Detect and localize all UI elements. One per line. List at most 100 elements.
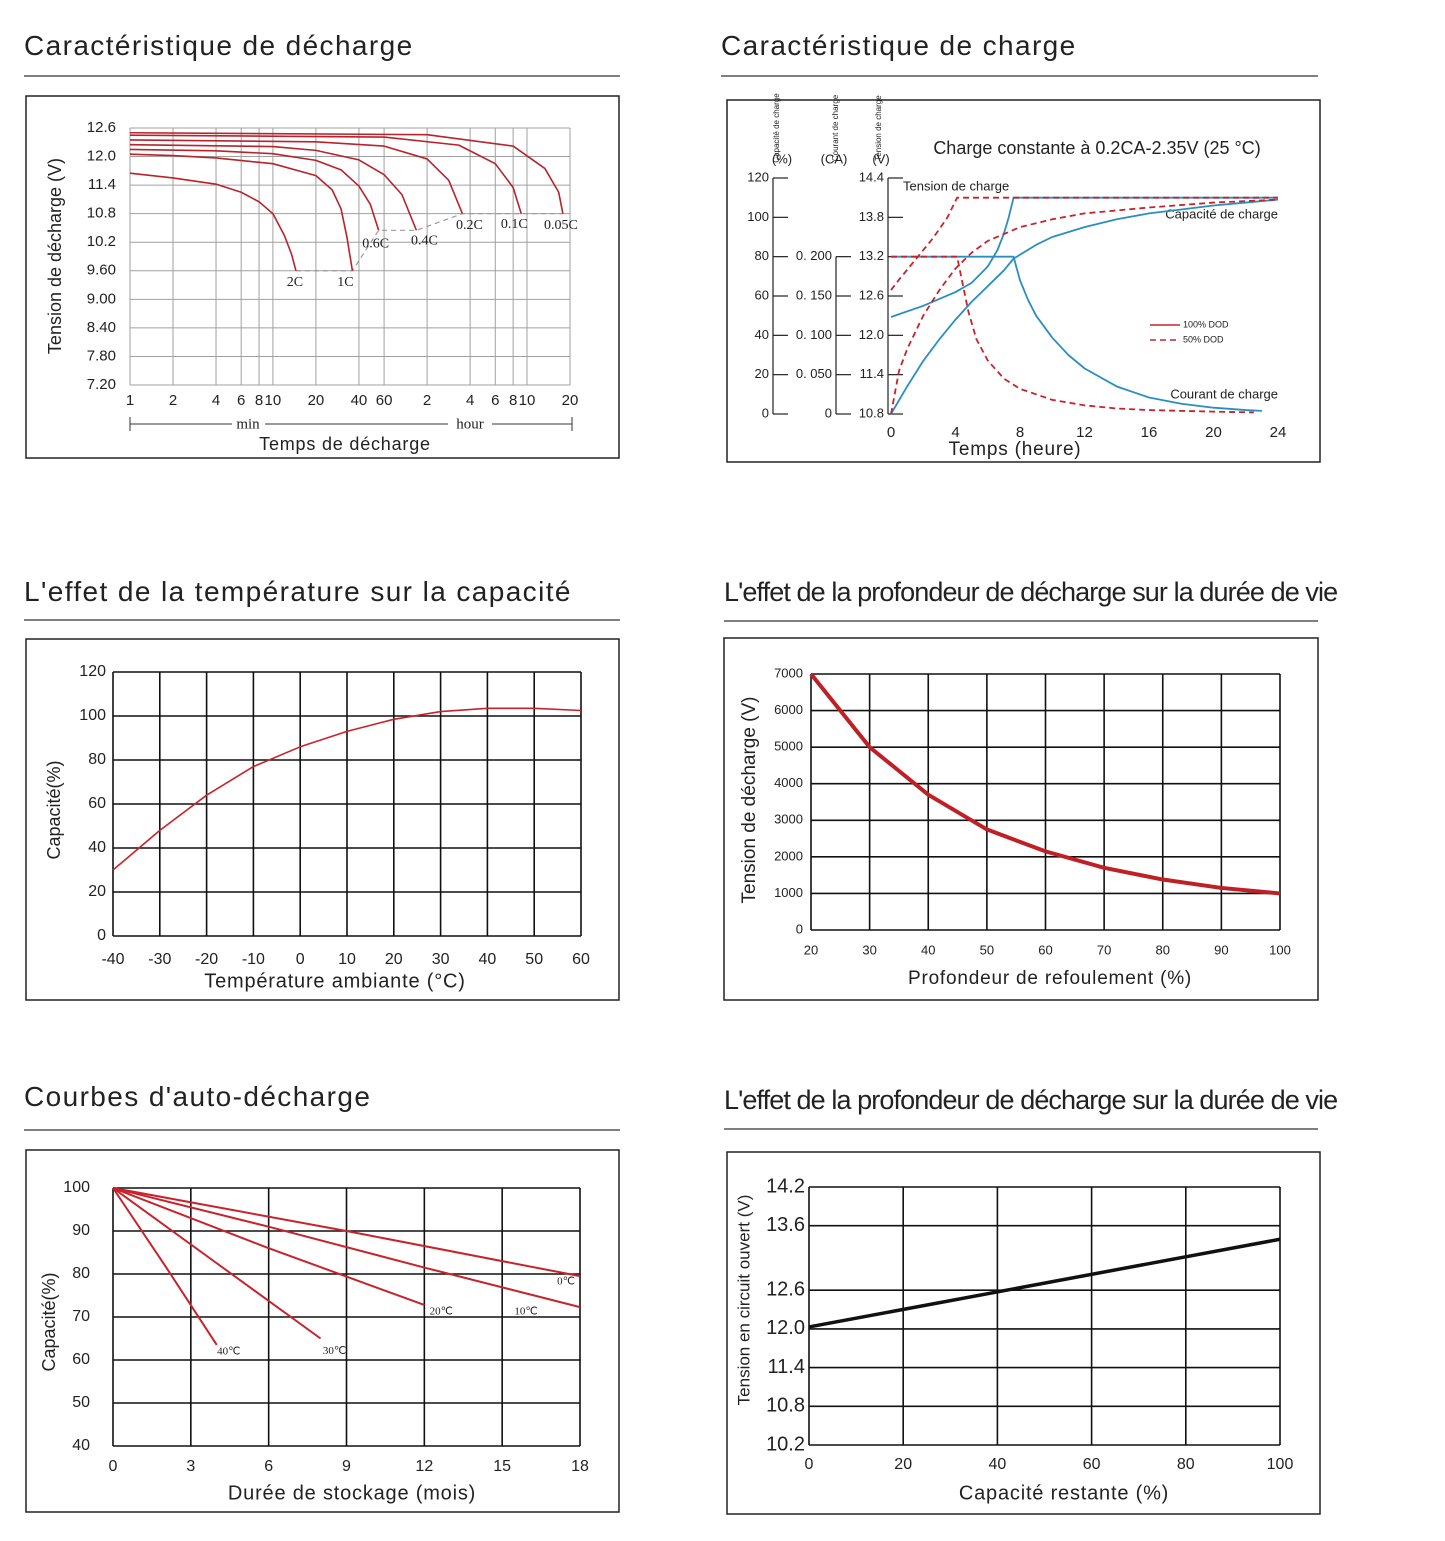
chart-frame (25, 1149, 620, 1513)
curve-label: 10℃ (514, 1306, 537, 1318)
chart-title: L'effet de la température sur la capacit… (24, 576, 572, 607)
y-tick-label: 6000 (774, 702, 803, 717)
y-tick-label: 120 (79, 663, 106, 680)
data-line (891, 255, 1262, 412)
data-line (890, 198, 1279, 415)
axis-unit: (V) (872, 151, 889, 166)
data-line (809, 672, 1281, 896)
legend-label: 50% DOD (1183, 334, 1224, 344)
x-tick-label: 0 (887, 424, 895, 441)
x-tick-label: 2 (423, 392, 431, 409)
x-tick-label: 100 (1269, 942, 1291, 957)
x-axis-label: Température ambiante (°C) (204, 970, 465, 992)
y-axis-label: Tension en circuit ouvert (V) (734, 1195, 753, 1406)
data-line (129, 131, 564, 214)
y-tick-label: 11.4 (860, 366, 884, 381)
y-tick-label: 80 (755, 248, 769, 263)
y-tick-label: 50 (72, 1394, 90, 1411)
y-tick-label: 12.0 (859, 327, 884, 342)
y-tick-label: 80 (88, 751, 106, 768)
legend-label: 100% DOD (1183, 319, 1229, 329)
axis-header: Courant de charge (831, 94, 840, 161)
x-tick-label: 12 (415, 1458, 433, 1475)
y-axis-label: Tension de décharge (V) (45, 158, 65, 354)
x-tick-label: 4 (951, 424, 959, 441)
y-tick-label: 0 (796, 921, 803, 936)
y-tick-label: 14.2 (766, 1175, 805, 1197)
y-tick-label: 4000 (774, 775, 803, 790)
y-tick-label: 2000 (774, 848, 803, 863)
curve-label: 20℃ (430, 1305, 453, 1317)
data-line (129, 153, 354, 271)
y-tick-label: 10.2 (87, 233, 116, 250)
y-tick-label: 14.4 (859, 169, 884, 184)
data-line (112, 1187, 218, 1346)
data-line (891, 255, 1254, 414)
data-line (112, 1187, 425, 1306)
y-tick-label: 13.6 (766, 1214, 805, 1236)
y-tick-label: 20 (755, 366, 769, 381)
x-tick-label: 24 (1270, 424, 1287, 441)
curve-label: 30℃ (323, 1345, 346, 1357)
y-axis-label: Capacité(%) (44, 760, 64, 859)
chart-title: L'effet de la profondeur de décharge sur… (724, 1085, 1337, 1115)
y-tick-label: 7.20 (87, 376, 116, 393)
data-line (129, 172, 297, 271)
curve-label: 0.05C (544, 218, 578, 233)
chart-title: L'effet de la profondeur de décharge sur… (724, 577, 1337, 607)
x-tick-label: 30 (432, 951, 450, 968)
y-tick-label: 10.8 (87, 205, 116, 222)
axis-header: Tension de charge (874, 95, 883, 161)
chart-subtitle: Charge constante à 0.2CA-2.35V (25 °C) (933, 138, 1260, 158)
y-tick-label: 11.4 (88, 176, 116, 193)
x-tick-label: 10 (265, 392, 282, 409)
y-tick-label: 13.2 (859, 248, 884, 263)
y-tick-label: 120 (747, 169, 769, 184)
x-tick-label: 18 (571, 1458, 589, 1475)
x-tick-label: 12 (1076, 424, 1093, 441)
x-tick-label: 0 (109, 1458, 118, 1475)
y-tick-label: 100 (63, 1179, 90, 1196)
curve-label: 0℃ (557, 1276, 575, 1288)
chart-title: Caractéristique de charge (721, 30, 1077, 61)
y-tick-label: 7000 (774, 665, 803, 680)
data-line (112, 1187, 581, 1309)
y-tick-label: 60 (72, 1351, 90, 1368)
y-tick-label: 9.00 (87, 290, 116, 307)
y-tick-label: 70 (72, 1308, 90, 1325)
y-tick-label: 11.4 (768, 1356, 805, 1378)
y-tick-label: 0 (97, 927, 106, 944)
x-tick-label: 80 (1156, 942, 1170, 957)
y-tick-label: 40 (88, 839, 106, 856)
x-tick-label: 80 (1177, 1456, 1195, 1473)
y-tick-label: 13.8 (859, 209, 884, 224)
x-tick-label: 30 (862, 942, 876, 957)
x-tick-label: -20 (195, 951, 218, 968)
y-tick-label: 12.0 (766, 1317, 805, 1339)
data-line (129, 143, 418, 231)
x-tick-label: 20 (308, 392, 325, 409)
x-tick-label: 8 (1016, 424, 1024, 441)
data-line (129, 134, 523, 214)
chart-title: Courbes d'auto-décharge (24, 1081, 371, 1112)
x-axis-label: Temps de décharge (259, 434, 431, 454)
x-tick-label: 90 (1214, 942, 1228, 957)
axis-header: Capacité de charge (772, 93, 781, 163)
data-line (890, 198, 1279, 415)
x-tick-label: 8 (509, 392, 517, 409)
y-tick-label: 10.8 (859, 405, 884, 420)
x-tick-label: 20 (804, 942, 818, 957)
y-tick-label: 12.6 (859, 287, 884, 302)
x-axis-label: Temps (heure) (949, 439, 1082, 460)
data-line (129, 148, 380, 231)
y-axis-label: Capacité(%) (39, 1272, 59, 1371)
x-tick-label: 50 (525, 951, 543, 968)
annotation: Capacité de charge (1165, 206, 1278, 221)
y-tick-label: 7.80 (87, 347, 116, 364)
y-tick-label: 9.60 (87, 262, 116, 279)
data-line (112, 707, 582, 871)
x-tick-label: 16 (1141, 424, 1158, 441)
y-tick-label: 0 (825, 405, 832, 420)
data-line (808, 1237, 1281, 1329)
